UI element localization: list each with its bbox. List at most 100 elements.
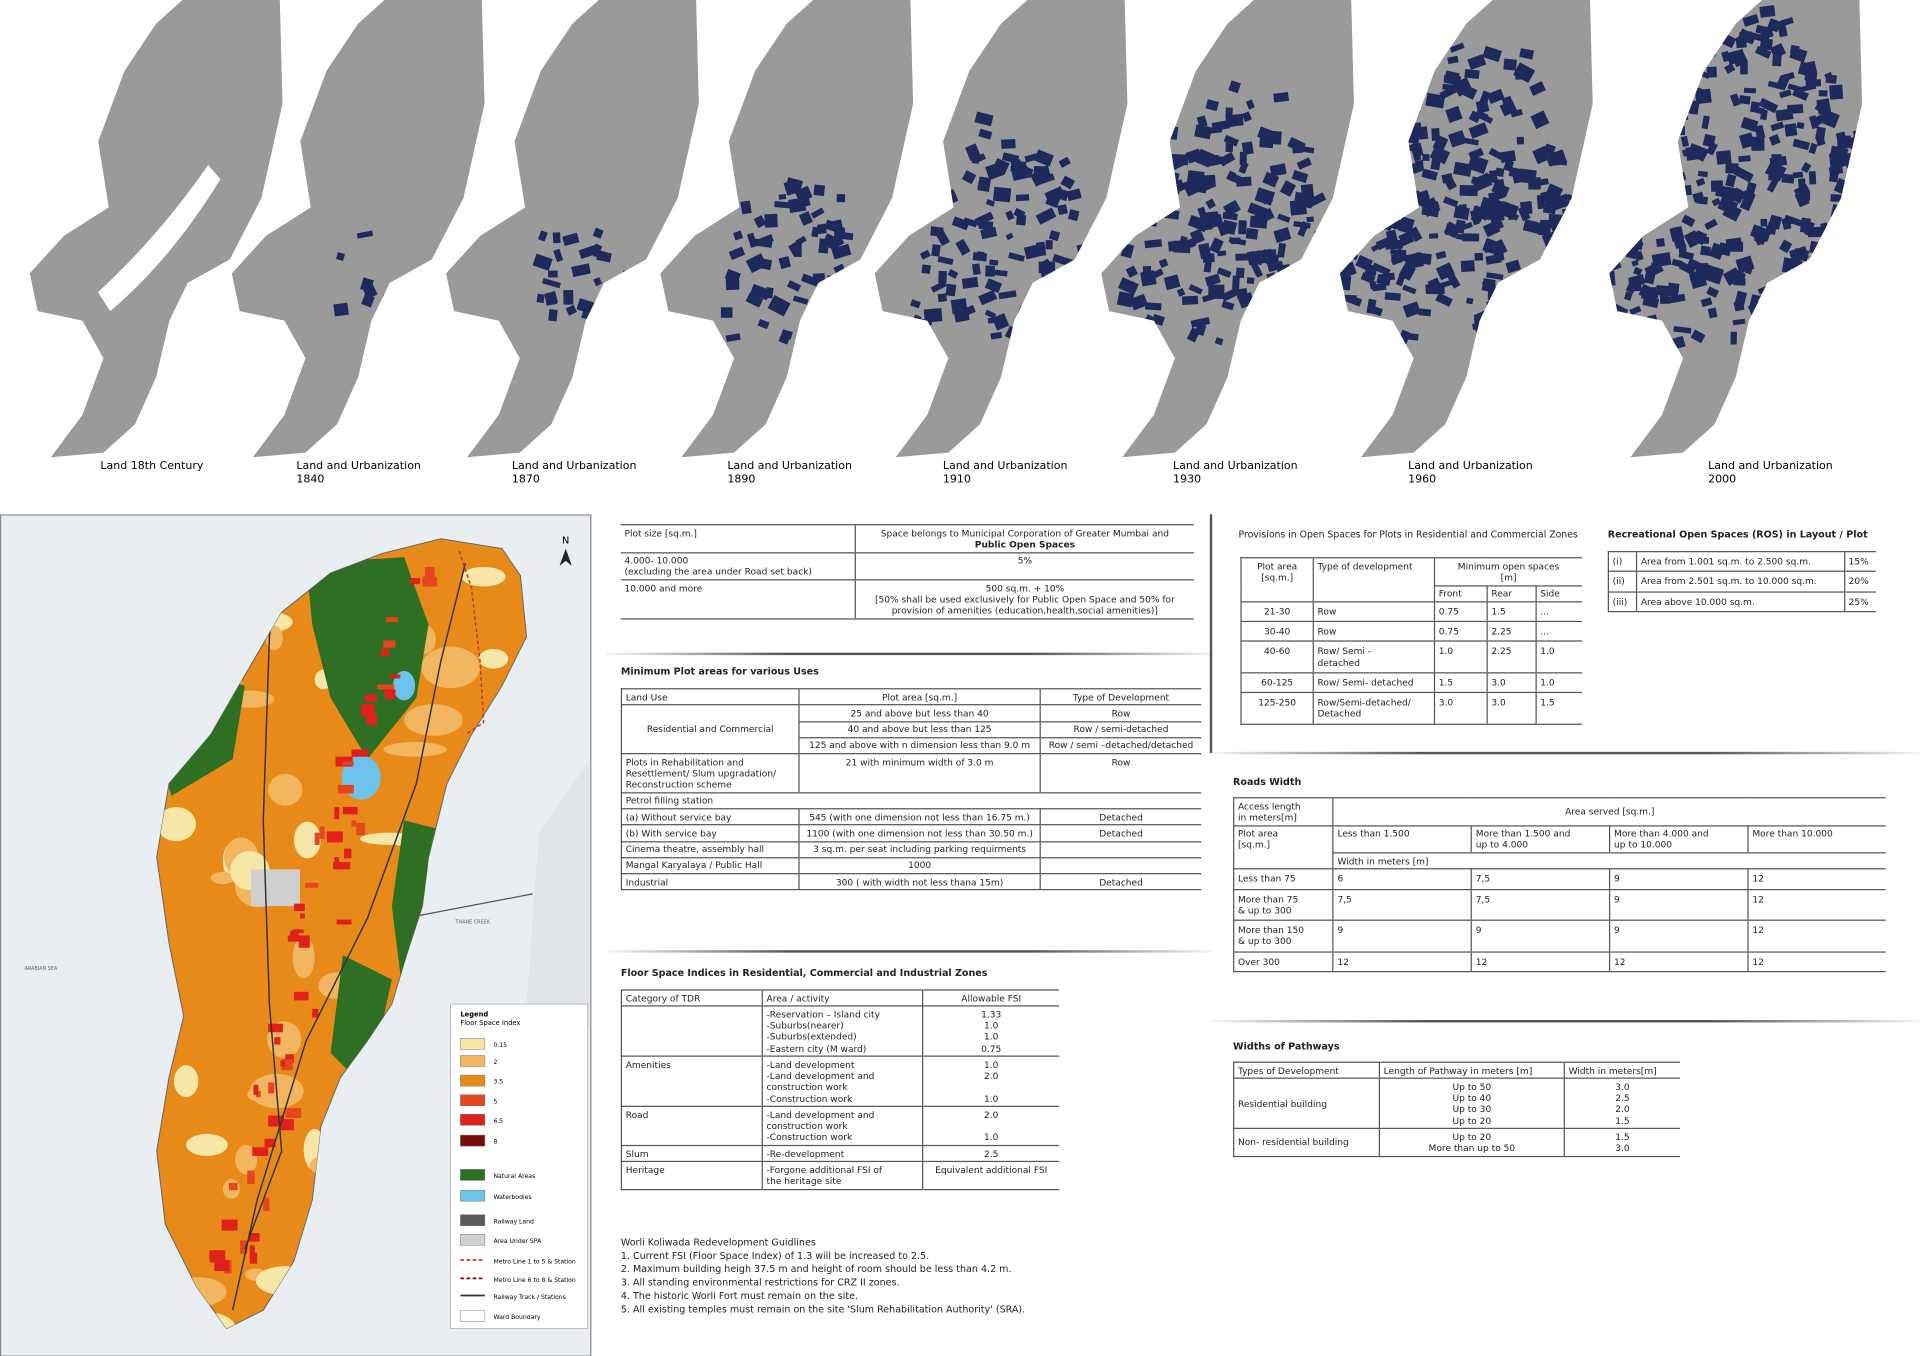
built-block <box>968 150 980 160</box>
built-block <box>1071 330 1085 342</box>
built-block <box>961 276 979 289</box>
map-label: Land and Urbanization <box>727 459 852 472</box>
built-block <box>1781 217 1792 230</box>
built-block <box>749 283 771 301</box>
built-block <box>810 207 825 219</box>
map-label: Land and Urbanization <box>512 459 637 472</box>
built-block <box>1766 302 1778 314</box>
zone-patch <box>210 871 236 885</box>
built-block <box>1613 224 1630 231</box>
built-block <box>725 333 741 343</box>
built-block <box>837 231 854 241</box>
built-block <box>1735 255 1755 274</box>
high-fsi <box>268 1082 275 1094</box>
built-block <box>1749 32 1770 43</box>
built-block <box>1780 71 1795 82</box>
built-block <box>994 269 1008 277</box>
table-cell: 2.5 <box>922 1144 1060 1163</box>
legend-label: Railway Track / Stations <box>493 1294 565 1301</box>
built-block <box>1700 48 1712 61</box>
built-block <box>1534 310 1547 326</box>
built-block <box>974 111 994 127</box>
table-cell: More than 4.000 and up to 10.000 <box>1609 824 1749 854</box>
built-block <box>571 263 591 278</box>
built-block <box>1321 249 1335 263</box>
built-block <box>1186 237 1197 249</box>
spa-area <box>251 869 301 907</box>
high-fsi <box>344 848 352 859</box>
built-block <box>1246 277 1255 284</box>
map-label: Land and Urbanization <box>1173 459 1298 472</box>
built-block <box>1697 170 1709 178</box>
table-cell: 500 sq.m. + 10% [50% shall be used exclu… <box>854 579 1194 620</box>
table-cell: More than 1.500 and up to 4.000 <box>1470 824 1610 854</box>
built-block <box>1766 18 1782 33</box>
high-fsi <box>377 684 395 690</box>
built-block <box>1274 278 1288 290</box>
legend-label: 8 <box>493 1139 497 1146</box>
built-block <box>1648 110 1659 118</box>
built-block <box>1867 312 1877 321</box>
built-block <box>1609 270 1616 287</box>
table-cell: Equivalent additional FSI <box>922 1161 1060 1190</box>
built-block <box>1836 242 1845 250</box>
built-block <box>848 293 860 304</box>
built-block <box>1758 97 1779 114</box>
built-block <box>1833 308 1844 314</box>
built-block <box>1122 229 1132 238</box>
table-cell: Row <box>1312 620 1435 642</box>
built-block <box>1374 101 1387 117</box>
built-block <box>1514 70 1528 80</box>
built-block <box>1273 227 1292 244</box>
built-block <box>1225 140 1234 153</box>
built-block <box>1266 298 1282 314</box>
legend-label: Ward Boundary <box>493 1314 540 1321</box>
built-block <box>1228 80 1241 94</box>
built-block <box>1214 337 1224 346</box>
table-cell: 0.75 <box>1433 620 1488 642</box>
table-row: Access length in meters[m] Area served [s… <box>1233 797 1886 826</box>
table-cell: Plots in Rehabilitation and Resettlement… <box>620 753 799 794</box>
section-heading: Minimum Plot areas for various Uses <box>620 666 819 678</box>
legend-label: 0.15 <box>493 1042 507 1049</box>
built-block <box>1859 287 1863 295</box>
built-block <box>1671 258 1683 268</box>
table-cell: Petrol filling station <box>620 791 1202 810</box>
map-year: 1870 <box>512 472 540 485</box>
built-block <box>1815 126 1826 141</box>
table-cell: 9 <box>1609 868 1749 890</box>
map-year: 1890 <box>727 472 755 485</box>
built-block <box>1870 247 1887 263</box>
built-block <box>1382 178 1403 196</box>
built-block <box>552 232 561 244</box>
table-cell: 12 <box>1332 950 1472 972</box>
built-block <box>1144 239 1163 249</box>
built-block <box>1667 293 1686 304</box>
high-fsi <box>298 935 310 948</box>
built-block <box>745 253 768 274</box>
built-block <box>1239 151 1247 166</box>
built-block <box>1811 305 1828 323</box>
urbanization <box>720 177 875 345</box>
built-block <box>1733 278 1746 286</box>
built-block <box>1766 176 1780 193</box>
built-block <box>1558 231 1576 250</box>
guidelines-title: Worli Koliwada Redevelopment Guidlines <box>620 1236 816 1248</box>
built-block <box>1767 80 1787 91</box>
divider <box>1212 1020 1920 1023</box>
built-block <box>1005 232 1014 241</box>
built-block <box>998 290 1017 300</box>
table-row: 125 and above with n dimension less than… <box>621 736 1202 755</box>
built-block <box>937 256 954 265</box>
built-block <box>1784 123 1798 137</box>
high-fsi <box>274 1037 281 1045</box>
table-cell: Slum <box>620 1144 763 1163</box>
sea-label: ARABIAN SEA <box>24 966 57 972</box>
table-cell: Category of TDR <box>620 989 763 1007</box>
table-cell: 1.0 <box>1535 640 1583 674</box>
built-block <box>1410 142 1424 158</box>
built-block <box>821 233 842 252</box>
built-block <box>360 277 374 293</box>
built-block <box>562 232 580 247</box>
built-block <box>1543 143 1556 155</box>
